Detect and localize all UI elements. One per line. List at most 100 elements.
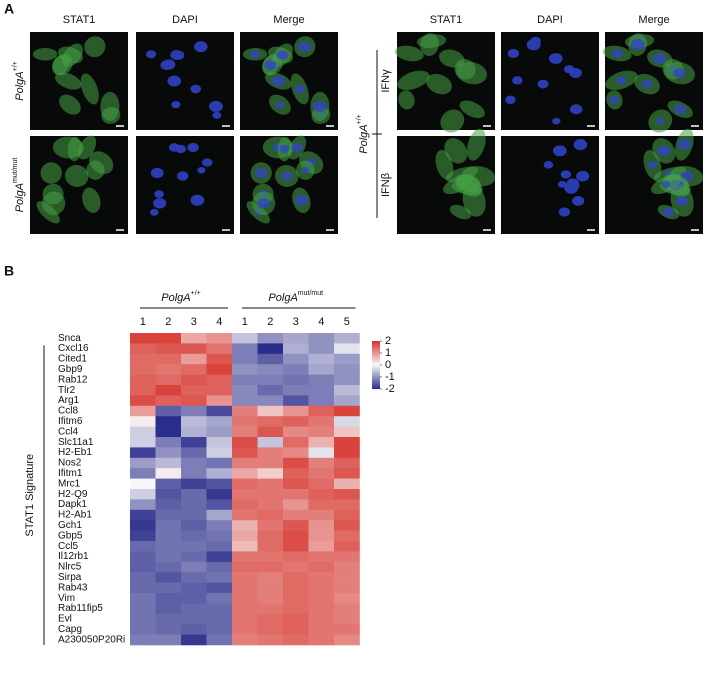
heatmap-cell <box>283 520 309 531</box>
heatmap-cell <box>308 447 335 459</box>
heatmap-cell <box>181 624 207 635</box>
cell <box>32 48 58 61</box>
nucleus <box>676 196 689 206</box>
column-header: Merge <box>638 14 669 26</box>
gene: Ccl5 <box>58 541 78 552</box>
heatmap-cell <box>283 509 309 521</box>
nucleus <box>171 101 181 109</box>
heatmap-cell <box>232 333 258 344</box>
heatmap-cell <box>181 353 207 365</box>
nucleus <box>187 142 199 153</box>
cell <box>40 162 62 184</box>
nucleus <box>212 111 222 119</box>
heatmap-cell <box>232 593 258 604</box>
cell <box>420 33 439 57</box>
heatmap-cell <box>181 478 207 490</box>
heatmap-cell <box>206 530 233 542</box>
cell <box>59 94 81 115</box>
heatmap-cell <box>308 499 335 511</box>
heatmap-cell <box>130 499 156 511</box>
nucleus <box>194 41 208 53</box>
heatmap-cell <box>130 437 156 448</box>
heatmap-cell <box>257 509 284 521</box>
heatmap-cell <box>155 385 182 396</box>
nucleus <box>153 198 167 209</box>
heatmap-cell <box>206 634 233 646</box>
heatmap-cell <box>232 572 258 583</box>
heatmap-cell <box>283 468 309 479</box>
heatmap-cell <box>334 520 360 531</box>
panel-label: B <box>4 263 14 279</box>
heatmap-cell <box>308 489 335 500</box>
heatmap-cell <box>181 437 207 448</box>
gene: Gch1 <box>58 520 82 531</box>
cell <box>51 55 69 76</box>
heatmap-cell <box>206 582 233 594</box>
heatmap-cell <box>334 385 360 396</box>
heatmap-cell <box>257 333 284 344</box>
heatmap-cell <box>206 374 233 386</box>
heatmap-cell <box>257 437 284 448</box>
heatmap-cell <box>334 457 360 469</box>
heatmap-cell <box>283 634 309 646</box>
heatmap-cell <box>155 374 182 386</box>
heatmap-cell <box>308 468 335 479</box>
gene: Capg <box>58 624 82 635</box>
cell <box>444 138 468 164</box>
nucleus <box>145 50 157 59</box>
heatmap-cell <box>334 624 360 635</box>
heatmap-cell <box>308 593 335 604</box>
heatmap-cell <box>206 426 233 438</box>
genotype-sup: +/+ <box>12 61 19 71</box>
heatmap-cell <box>257 561 284 573</box>
gene: Nlrc5 <box>58 562 82 573</box>
nucleus <box>526 39 541 51</box>
cell <box>86 160 105 180</box>
micrograph <box>501 32 599 130</box>
nucleus <box>291 142 303 153</box>
heatmap-cell <box>181 634 207 646</box>
heatmap-cell <box>283 582 309 594</box>
heatmap-cell <box>232 603 258 615</box>
column-label: 5 <box>344 316 350 328</box>
nucleus <box>674 104 687 115</box>
nucleus <box>630 39 645 51</box>
colorbar-tick-label: 0 <box>385 359 391 371</box>
gene: Evl <box>58 614 72 625</box>
row-label: IFNγ <box>380 69 392 93</box>
heatmap-cell <box>334 603 360 615</box>
heatmap-cell <box>334 634 360 646</box>
heatmap-cell <box>155 551 182 563</box>
column-label: 1 <box>140 316 146 328</box>
heatmap-cell <box>308 405 335 417</box>
heatmap-cell <box>130 343 156 355</box>
heatmap-cell <box>206 353 233 365</box>
nucleus <box>647 161 658 169</box>
genotype-label: PolgA+/+ <box>356 114 370 153</box>
nucleus <box>208 100 223 112</box>
heatmap-cell <box>334 405 360 417</box>
heatmap-cell <box>232 353 258 365</box>
heatmap-cell <box>283 374 309 386</box>
heatmap-cell <box>206 499 233 511</box>
nucleus <box>661 180 671 188</box>
heatmap-cell <box>283 613 309 625</box>
heatmap-cell <box>155 364 182 375</box>
nucleus <box>548 53 563 65</box>
heatmap-cell <box>283 489 309 500</box>
heatmap-cell <box>181 499 207 511</box>
micrograph-bg <box>136 136 234 234</box>
heatmap-cell <box>155 541 182 552</box>
nucleus <box>172 50 185 60</box>
heatmap-cell <box>155 447 182 459</box>
heatmap-cell <box>334 426 360 438</box>
nucleus <box>641 79 653 89</box>
nucleus <box>505 95 516 105</box>
heatmap-cell <box>334 499 360 511</box>
heatmap-cell <box>257 541 284 552</box>
heatmap-cell <box>232 447 258 459</box>
heatmap-cell <box>155 572 182 583</box>
heatmap-cell <box>232 624 258 635</box>
genotype-base: PolgA <box>358 124 370 153</box>
heatmap-cell <box>181 593 207 604</box>
